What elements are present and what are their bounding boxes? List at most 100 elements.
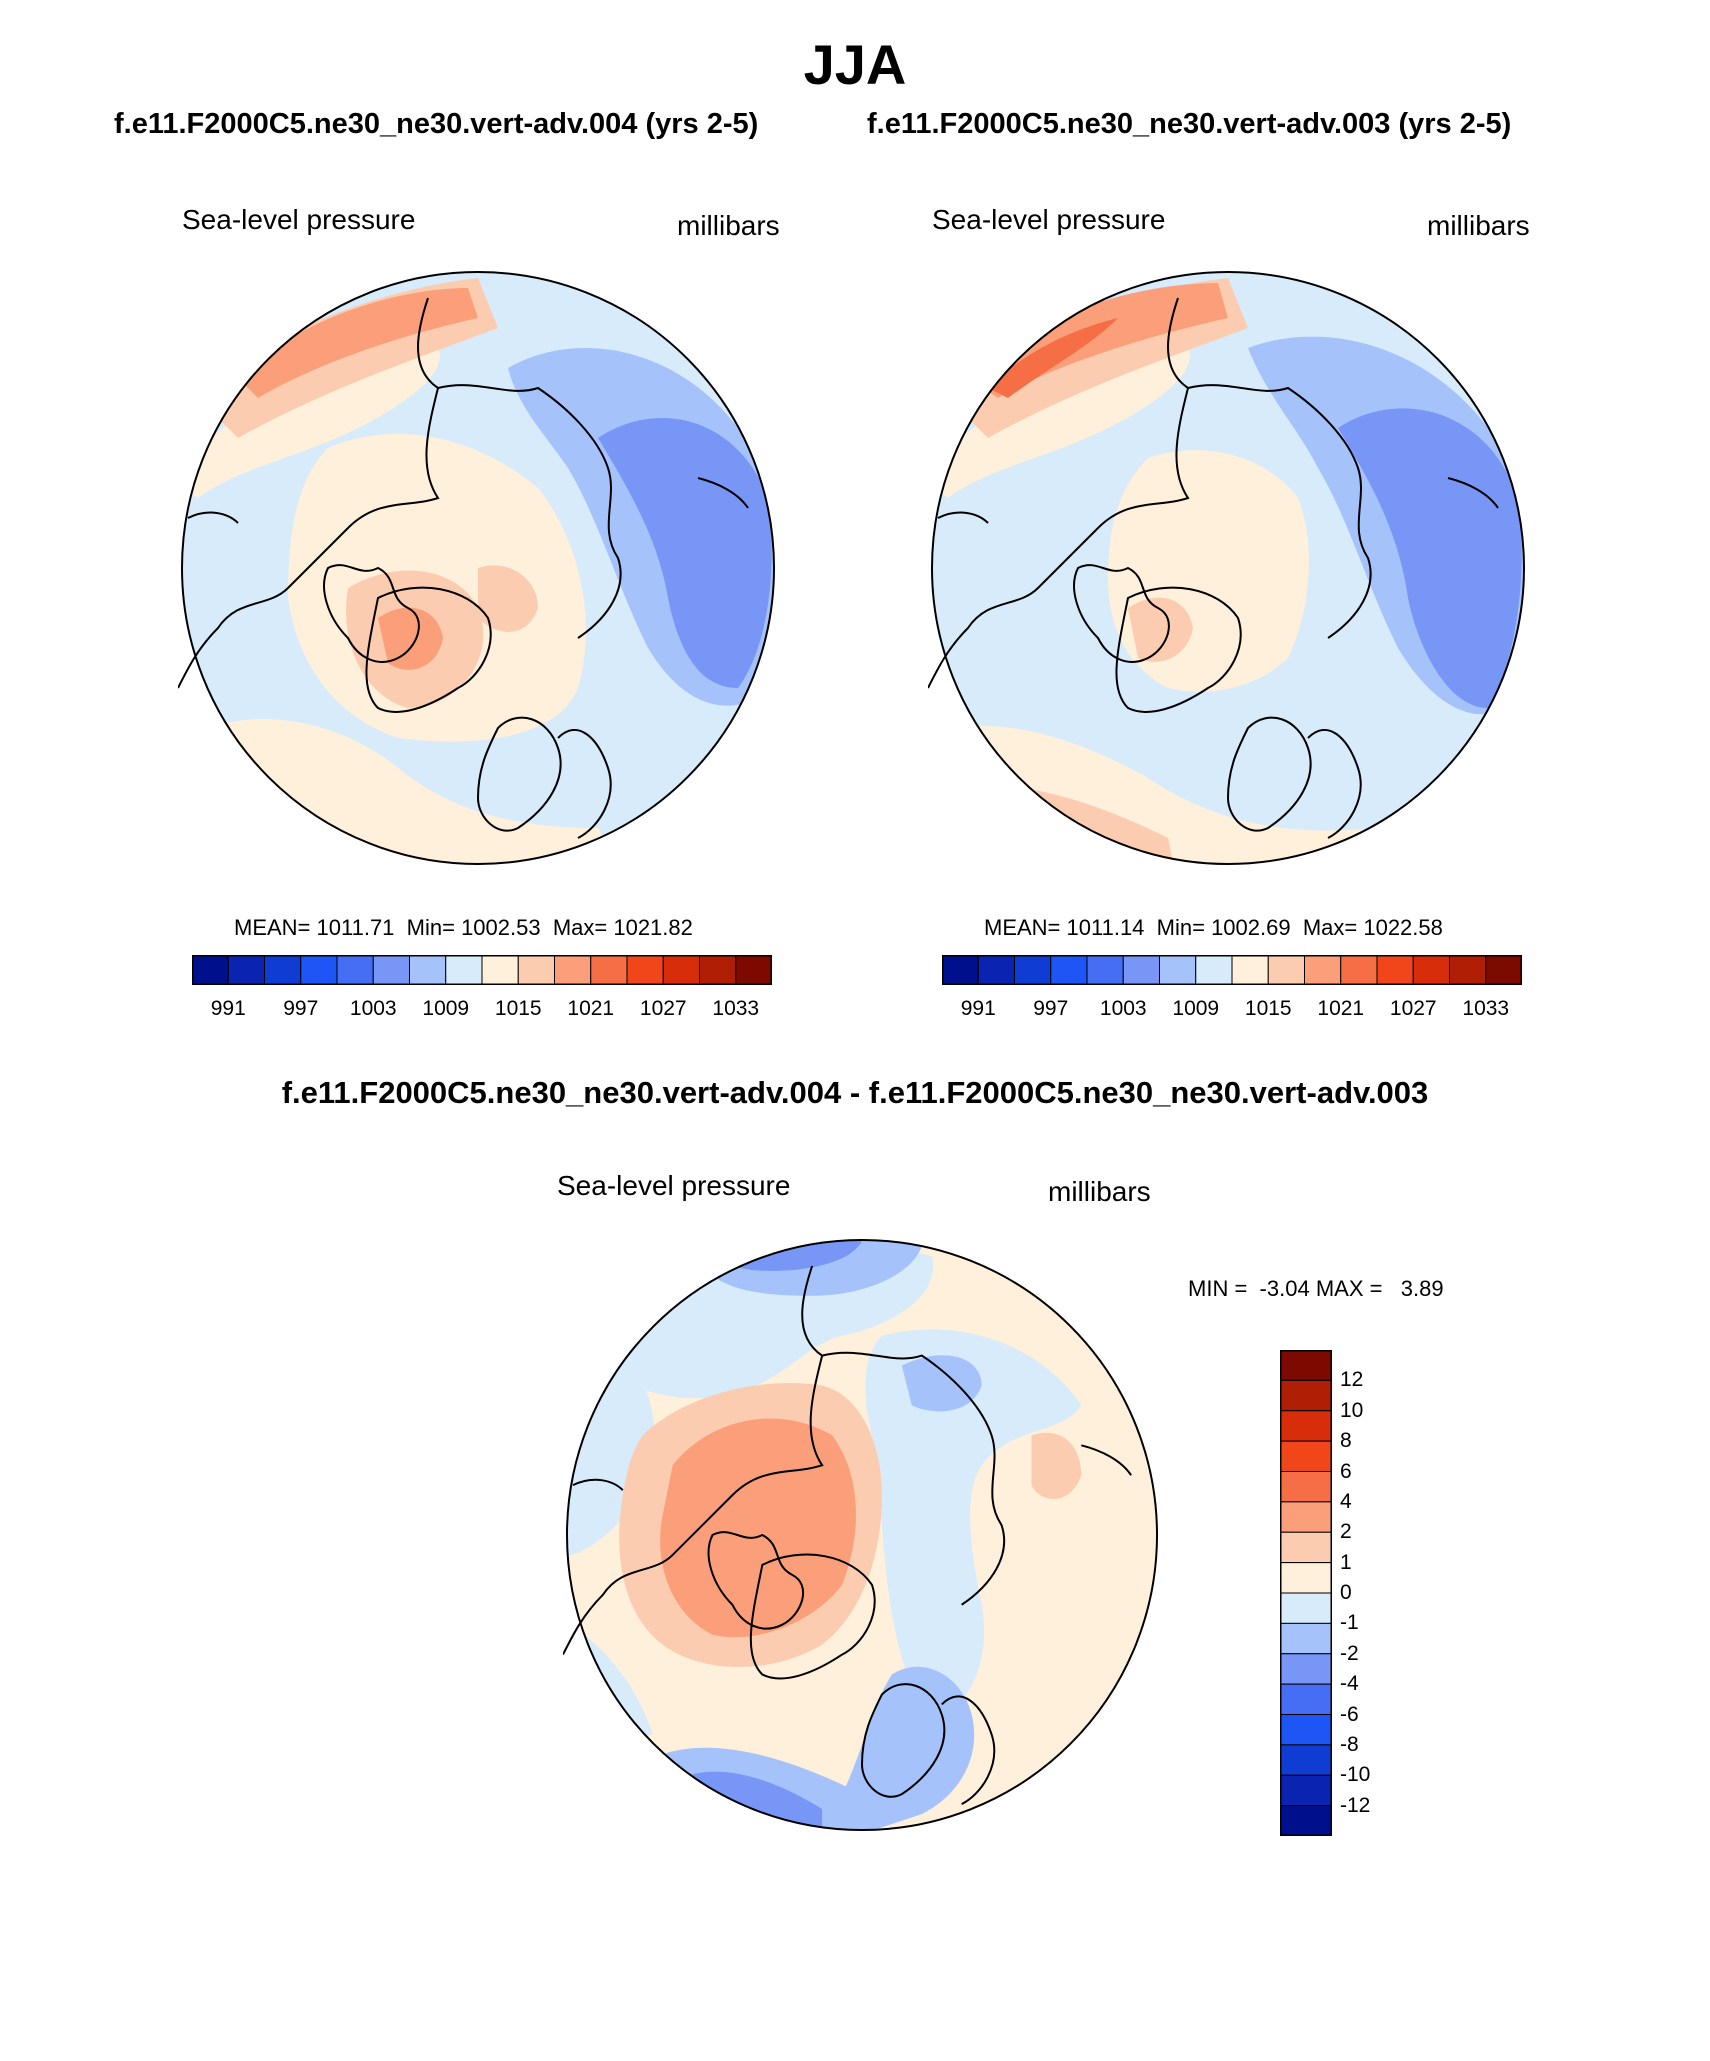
panel-a-max: Max= 1021.82 — [552, 915, 693, 940]
colorbar-swatch — [409, 955, 447, 985]
colorbar-swatch — [662, 955, 700, 985]
colorbar-tick-label: 8 — [1340, 1429, 1352, 1453]
colorbar-swatch — [977, 955, 1015, 985]
colorbar-swatch — [1122, 955, 1160, 985]
colorbar-tick-label: 997 — [1033, 997, 1069, 1020]
colorbar-swatch — [336, 955, 374, 985]
panel-a-map — [178, 271, 775, 865]
colorbar-swatch — [1014, 955, 1052, 985]
colorbar-swatch — [554, 955, 592, 985]
colorbar-outline — [192, 955, 772, 985]
panel-a-variable-label: Sea-level pressure — [182, 204, 416, 235]
colorbar-tick-label: 1021 — [1317, 997, 1365, 1020]
colorbar-swatch — [192, 955, 229, 985]
colorbar-swatch — [1280, 1350, 1332, 1381]
colorbar-tick-label: 1027 — [639, 997, 687, 1020]
colorbar-tick-label: 1015 — [494, 997, 542, 1020]
colorbar-tick-label: 991 — [210, 997, 246, 1020]
colorbar-tick-label: 997 — [283, 997, 319, 1020]
colorbar-tick-label: 1033 — [712, 997, 760, 1020]
diff-colorbar — [1280, 1350, 1332, 1836]
colorbar-tick-label: -1 — [1340, 1611, 1359, 1635]
diff-min-label: MIN = — [1188, 1276, 1248, 1301]
case-a-title: f.e11.F2000C5.ne30_ne30.vert-adv.004 (yr… — [114, 108, 759, 140]
colorbar-swatch — [1195, 955, 1233, 985]
figure-title: JJA — [803, 33, 907, 96]
panel-a-colorbar — [192, 955, 772, 985]
colorbar-swatch — [1280, 1531, 1332, 1564]
colorbar-tick-label: 1015 — [1244, 997, 1292, 1020]
colorbar-swatch — [1412, 955, 1450, 985]
colorbar-outline — [1280, 1350, 1332, 1836]
colorbar-tick-label: 1003 — [349, 997, 397, 1020]
colorbar-tick-label: -6 — [1340, 1702, 1359, 1726]
colorbar-swatch — [1280, 1592, 1332, 1624]
diff-min-value: -3.04 — [1259, 1276, 1310, 1301]
panel-b-map — [928, 271, 1525, 865]
colorbar-swatch — [1280, 1562, 1332, 1594]
colorbar-swatch — [372, 955, 410, 985]
colorbar-tick-label: -10 — [1340, 1763, 1371, 1787]
colorbar-swatch — [1340, 955, 1378, 985]
colorbar-swatch — [942, 955, 979, 985]
panel-b-stats: MEAN= 1011.14 Min= 1002.69 Max= 1022.58 — [984, 915, 1443, 941]
colorbar-tick-label: 2 — [1340, 1520, 1352, 1544]
panel-b-max: Max= 1022.58 — [1302, 915, 1443, 940]
colorbar-swatch — [1280, 1805, 1332, 1836]
colorbar-tick-label: 1009 — [1172, 997, 1220, 1020]
panel-a-units-label: millibars — [677, 210, 780, 241]
panel-b-variable-label: Sea-level pressure — [932, 204, 1166, 235]
colorbar-swatch — [1267, 955, 1305, 985]
colorbar-swatch — [1280, 1744, 1332, 1776]
colorbar-tick-label: -8 — [1340, 1732, 1359, 1756]
colorbar-tick-label: 1003 — [1099, 997, 1147, 1020]
colorbar-tick-label: -12 — [1340, 1793, 1371, 1817]
colorbar-tick-label: 10 — [1340, 1398, 1364, 1422]
panel-b-units-label: millibars — [1427, 210, 1530, 241]
colorbar-swatch — [1159, 955, 1197, 985]
colorbar-swatch — [1280, 1683, 1332, 1715]
colorbar-swatch — [1280, 1714, 1332, 1746]
colorbar-swatch — [1280, 1774, 1332, 1807]
panel-a-min: Min= 1002.53 — [406, 915, 541, 940]
diff-max-value: 3.89 — [1400, 1276, 1444, 1301]
colorbar-swatch — [1485, 955, 1522, 985]
colorbar-swatch — [1280, 1379, 1332, 1412]
diff-max-label: MAX = — [1315, 1276, 1383, 1301]
colorbar-tick-label: 1009 — [422, 997, 470, 1020]
diff-minmax: MIN = -3.04 MAX = 3.89 — [1188, 1276, 1444, 1302]
colorbar-outline — [942, 955, 1522, 985]
colorbar-swatch — [1280, 1501, 1332, 1533]
panel-a-stats: MEAN= 1011.71 Min= 1002.53 Max= 1021.82 — [234, 915, 693, 941]
colorbar-tick-label: -2 — [1340, 1641, 1359, 1665]
colorbar-swatch — [1280, 1653, 1332, 1685]
colorbar-swatch — [481, 955, 519, 985]
panel-a-mean: MEAN= 1011.71 — [234, 915, 395, 940]
panel-b-mean: MEAN= 1011.14 — [984, 915, 1145, 940]
colorbar-swatch — [300, 955, 338, 985]
colorbar-swatch — [227, 955, 265, 985]
case-b-title: f.e11.F2000C5.ne30_ne30.vert-adv.003 (yr… — [867, 108, 1512, 140]
colorbar-tick-label: 1033 — [1462, 997, 1510, 1020]
colorbar-tick-label: 0 — [1340, 1581, 1352, 1604]
colorbar-swatch — [517, 955, 555, 985]
colorbar-swatch — [1280, 1410, 1332, 1442]
colorbar-swatch — [1231, 955, 1269, 985]
colorbar-swatch — [1280, 1471, 1332, 1503]
panel-b-colorbar — [942, 955, 1522, 985]
colorbar-swatch — [1280, 1622, 1332, 1655]
diff-title: f.e11.F2000C5.ne30_ne30.vert-adv.004 - f… — [281, 1075, 1429, 1110]
colorbar-swatch — [626, 955, 664, 985]
colorbar-swatch — [264, 955, 302, 985]
panel-b-min: Min= 1002.69 — [1156, 915, 1291, 940]
colorbar-tick-label: 12 — [1340, 1368, 1364, 1392]
diff-variable-label: Sea-level pressure — [557, 1170, 791, 1201]
colorbar-swatch — [1280, 1440, 1332, 1472]
diff-map — [563, 1238, 1159, 1832]
colorbar-swatch — [1050, 955, 1088, 985]
colorbar-swatch — [699, 955, 737, 985]
colorbar-swatch — [1449, 955, 1487, 985]
colorbar-swatch — [1376, 955, 1414, 985]
colorbar-tick-label: 4 — [1340, 1489, 1352, 1513]
colorbar-swatch — [735, 955, 772, 985]
